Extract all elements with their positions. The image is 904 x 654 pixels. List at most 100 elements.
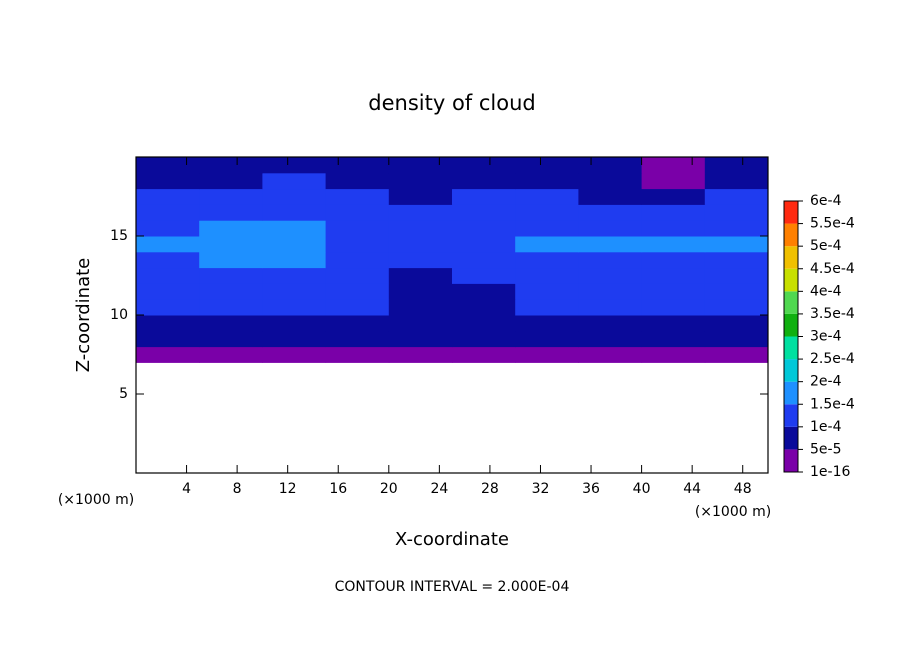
colorbar-swatch xyxy=(784,404,798,427)
contour-cell xyxy=(388,236,453,253)
contour-cell xyxy=(262,346,327,363)
contour-cell xyxy=(578,236,643,253)
contour-cell xyxy=(199,346,263,363)
colorbar-swatch xyxy=(784,313,798,337)
contour-cell xyxy=(452,251,516,269)
contour-cell xyxy=(452,315,516,332)
contour-cell xyxy=(262,283,327,300)
contour-cell xyxy=(452,299,516,316)
contour-cell xyxy=(388,188,453,205)
contour-cell xyxy=(641,251,706,269)
contour-cell xyxy=(641,220,706,237)
contour-cell xyxy=(136,157,200,174)
contour-cell xyxy=(578,157,643,174)
contour-cell xyxy=(136,283,200,300)
contour-cell xyxy=(515,251,579,269)
contour-cell xyxy=(136,236,200,253)
contour-cell xyxy=(452,267,516,284)
contour-cell xyxy=(262,299,327,316)
contour-cell xyxy=(199,172,263,190)
contour-cell xyxy=(262,315,327,332)
contour-cell xyxy=(199,220,263,237)
contour-cell xyxy=(262,330,327,348)
contour-cell xyxy=(325,204,390,221)
colorbar-swatch xyxy=(784,268,798,292)
contour-cell xyxy=(262,267,327,284)
contour-cell xyxy=(704,172,769,190)
x-tick-label: 16 xyxy=(329,481,347,497)
contour-cell xyxy=(388,220,453,237)
contour-cell xyxy=(578,299,643,316)
contour-cell xyxy=(199,299,263,316)
contour-cell xyxy=(136,315,200,332)
contour-cell xyxy=(325,267,390,284)
contour-cell xyxy=(136,172,200,190)
contour-cell xyxy=(388,315,453,332)
contour-cell xyxy=(704,267,769,284)
contour-cell xyxy=(388,267,453,284)
contour-cell xyxy=(452,172,516,190)
contour-cell xyxy=(388,346,453,363)
contour-cell xyxy=(704,236,769,253)
contour-cell xyxy=(452,188,516,205)
x-tick-label: 4 xyxy=(182,481,191,497)
contour-cell xyxy=(199,267,263,284)
contour-cell xyxy=(325,283,390,300)
contour-cell xyxy=(325,188,390,205)
colorbar-swatch xyxy=(784,223,798,247)
x-tick-label: 32 xyxy=(532,481,550,497)
contour-cell xyxy=(452,157,516,174)
contour-cell xyxy=(704,188,769,205)
contour-cell xyxy=(325,299,390,316)
y-tick-label: 10 xyxy=(110,307,128,323)
contour-cell xyxy=(136,220,200,237)
contour-cell xyxy=(388,330,453,348)
contour-cell xyxy=(388,172,453,190)
contour-cell xyxy=(578,251,643,269)
contour-cell xyxy=(136,267,200,284)
contour-cell xyxy=(136,251,200,269)
contour-cell xyxy=(388,283,453,300)
contour-cell xyxy=(515,172,579,190)
contour-cell xyxy=(262,204,327,221)
contour-cell xyxy=(262,251,327,269)
contour-cell xyxy=(704,204,769,221)
contour-cell xyxy=(515,299,579,316)
contour-cell xyxy=(578,172,643,190)
x-tick-label: 36 xyxy=(582,481,600,497)
colorbar-label: 2e-4 xyxy=(810,374,842,390)
colorbar-label: 4e-4 xyxy=(810,283,842,299)
footnote: CONTOUR INTERVAL = 2.000E-04 xyxy=(335,579,570,595)
colorbar-label: 1e-4 xyxy=(810,419,842,435)
contour-cell xyxy=(388,251,453,269)
y-tick-label: 5 xyxy=(119,386,128,402)
contour-cell xyxy=(325,346,390,363)
contour-cell xyxy=(262,157,327,174)
x-tick-label: 44 xyxy=(683,481,701,497)
contour-cell xyxy=(452,220,516,237)
colorbar-swatch xyxy=(784,291,798,314)
contour-cell xyxy=(452,346,516,363)
x-axis-label: X-coordinate xyxy=(395,529,509,550)
contour-cell xyxy=(325,172,390,190)
x-tick-label: 28 xyxy=(481,481,499,497)
contour-cell xyxy=(452,283,516,300)
contour-cell xyxy=(704,283,769,300)
colorbar-label: 2.5e-4 xyxy=(810,351,855,367)
contour-cell xyxy=(704,157,769,174)
contour-cell xyxy=(388,299,453,316)
colorbar-label: 3.5e-4 xyxy=(810,306,855,322)
colorbar-label: 1e-16 xyxy=(810,464,850,480)
contour-cell xyxy=(578,204,643,221)
contour-cell xyxy=(452,236,516,253)
contour-cell xyxy=(515,315,579,332)
contour-cell xyxy=(641,157,706,174)
colorbar-label: 4.5e-4 xyxy=(810,261,855,277)
colorbar-label: 1.5e-4 xyxy=(810,396,855,412)
contour-cell xyxy=(136,330,200,348)
contour-cell xyxy=(515,236,579,253)
colorbar-swatch xyxy=(784,336,798,360)
contour-cell xyxy=(578,283,643,300)
contour-cell xyxy=(325,157,390,174)
